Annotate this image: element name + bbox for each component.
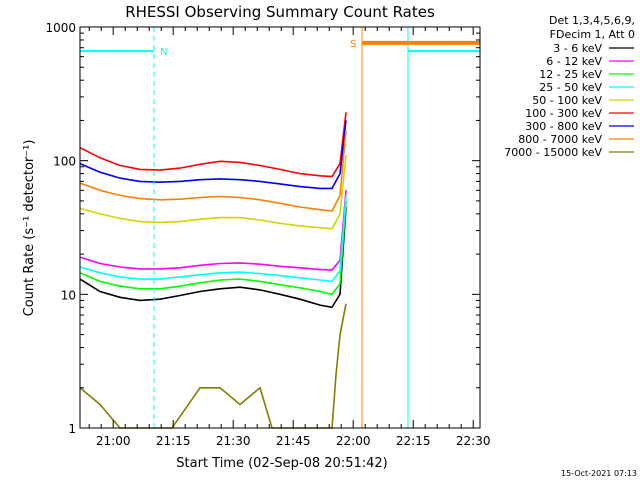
x-tick-label-5: 22:15	[396, 434, 431, 448]
x-axis-label: Start Time (02-Sep-08 20:51:42)	[176, 456, 387, 471]
annotation-layer: NS	[79, 27, 481, 428]
legend-entry-7: 800 - 7000 keV	[518, 133, 602, 146]
y-tick-label-1: 10	[61, 288, 76, 302]
chart-title: RHESSI Observing Summary Count Rates	[125, 3, 435, 21]
plot-frame	[79, 26, 481, 429]
legend: Det 1,3,4,5,6,9, FDecim 1, Att 0 3 - 6 k…	[504, 14, 635, 159]
y-tick-label-0: 1	[68, 422, 76, 436]
series-line-5	[79, 112, 347, 178]
series-line-2	[79, 200, 347, 296]
series-layer	[79, 112, 347, 429]
y-axis-label: Count Rate (s⁻¹ detector⁻¹)	[22, 140, 37, 317]
x-tick-label-3: 21:45	[276, 434, 311, 448]
legend-entry-2: 12 - 25 keV	[539, 68, 602, 81]
x-tick-label-4: 22:00	[336, 434, 371, 448]
legend-entry-6: 300 - 800 keV	[525, 120, 602, 133]
legend-entry-3: 25 - 50 keV	[539, 81, 602, 94]
timestamp: 15-Oct-2021 07:13	[561, 469, 637, 478]
series-line-1	[79, 190, 347, 271]
series-line-3	[79, 195, 347, 283]
legend-header-line-1: Det 1,3,4,5,6,9,	[549, 14, 635, 27]
legend-entry-1: 6 - 12 keV	[546, 55, 602, 68]
y-tick-label-2: 100	[53, 155, 76, 169]
y-tick-label-3: 1000	[45, 21, 76, 35]
legend-header-line-2: FDecim 1, Att 0	[550, 28, 635, 41]
series-line-8	[79, 303, 347, 429]
legend-entry-0: 3 - 6 keV	[553, 42, 602, 55]
axis-layer: 1 10 100 1000 21:00 21:15 21:30 21:45 22:00 22:15…	[45, 21, 490, 448]
x-tick-label-2: 21:30	[216, 434, 251, 448]
x-tick-label-1: 21:15	[156, 434, 191, 448]
series-line-0	[79, 206, 347, 309]
legend-entry-5: 100 - 300 keV	[525, 107, 602, 120]
x-tick-label-6: 22:30	[456, 434, 491, 448]
series-line-6	[79, 120, 347, 190]
series-line-4	[79, 155, 347, 230]
x-tick-label-0: 21:00	[96, 434, 131, 448]
annotation-label-2: S	[350, 39, 356, 50]
legend-entry-4: 50 - 100 keV	[532, 94, 602, 107]
legend-entry-8: 7000 - 15000 keV	[504, 146, 602, 159]
annotation-label-0: N	[160, 47, 167, 58]
series-line-7	[79, 129, 347, 212]
